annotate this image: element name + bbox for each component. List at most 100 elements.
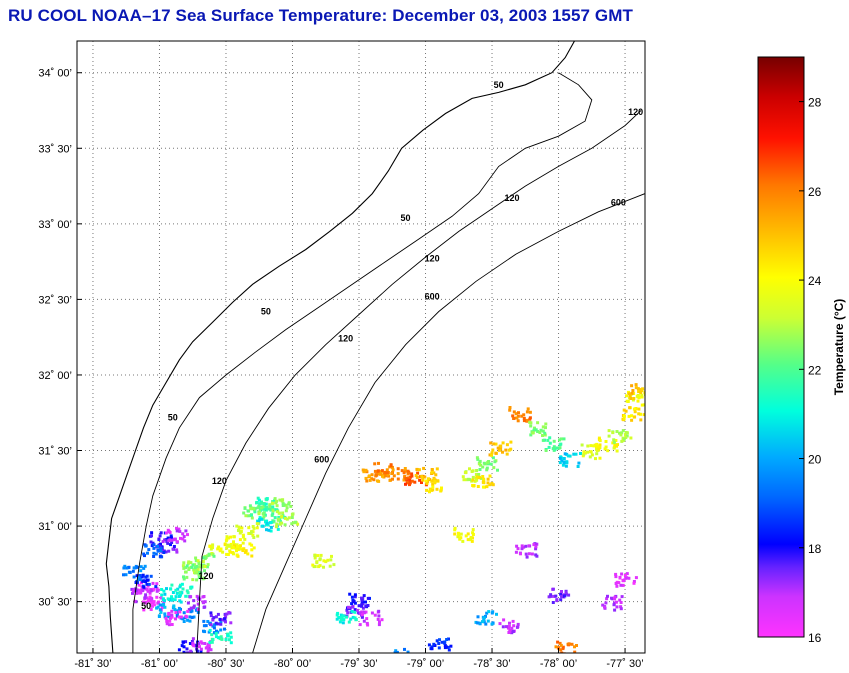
sst-pixel <box>216 636 220 640</box>
sst-pixel <box>122 566 126 570</box>
sst-pixel <box>155 589 159 593</box>
x-axis-ticks: -81˚ 30’ -81˚ 00’ -80˚ 30’ -80˚ 00’ -79˚ 30’… <box>74 648 644 670</box>
sst-pixel <box>622 437 626 441</box>
sst-pixel <box>212 616 216 620</box>
sst-pixel <box>466 477 470 481</box>
sst-sample <box>453 526 475 543</box>
sst-pixel <box>576 465 580 468</box>
sst-pixel <box>560 590 563 593</box>
sst-pixel <box>180 644 184 648</box>
sst-pixel <box>541 425 545 429</box>
sst-pixel <box>352 599 356 603</box>
sst-pixel <box>621 429 625 433</box>
coastline <box>105 41 575 653</box>
sst-pixel <box>632 397 636 400</box>
sst-pixel <box>213 623 216 627</box>
sst-pixel <box>220 637 224 641</box>
sst-pixel <box>294 520 297 524</box>
sst-pixel <box>404 482 407 486</box>
sst-pixel <box>642 413 645 417</box>
sst-pixel <box>311 563 315 567</box>
sst-pixel <box>170 583 174 587</box>
sst-pixel <box>345 615 348 619</box>
sst-pixel <box>468 467 471 471</box>
sst-sample <box>528 420 548 437</box>
sst-pixel <box>642 403 645 407</box>
sst-sample <box>186 594 207 612</box>
sst-pixel <box>515 416 519 420</box>
contour-label: 50 <box>168 412 178 422</box>
sst-pixel <box>595 448 599 451</box>
sst-pixel <box>559 437 563 441</box>
sst-pixel <box>319 553 323 557</box>
sst-pixel <box>263 507 267 511</box>
sst-pixel <box>275 522 279 526</box>
sst-pixel <box>437 646 441 650</box>
sst-pixel <box>270 513 274 517</box>
sst-pixel <box>582 450 586 454</box>
sst-pixel <box>280 514 284 518</box>
sst-pixel <box>430 470 434 474</box>
colorbar-ticks: 28 26 24 22 20 18 16 <box>799 96 822 645</box>
sst-pixel <box>558 641 562 645</box>
sst-pixel <box>491 610 495 614</box>
x-tick-label: -79˚ 00’ <box>407 658 444 670</box>
sst-pixel <box>237 529 240 532</box>
x-tick-label: -80˚ 30’ <box>207 658 244 670</box>
sst-pixel <box>373 613 377 617</box>
sst-pixel <box>471 475 475 479</box>
sst-pixel <box>158 534 162 538</box>
sst-pixel <box>139 591 143 595</box>
sst-pixel <box>519 552 522 556</box>
sst-pixel <box>197 596 201 600</box>
sst-pixel <box>207 644 211 648</box>
colorbar <box>757 56 805 638</box>
sst-pixel <box>149 599 153 602</box>
sst-pixel <box>358 611 362 615</box>
sst-pixel <box>244 549 248 553</box>
sst-pixel <box>489 462 493 466</box>
sst-pixel <box>613 608 617 612</box>
sst-sample <box>474 610 498 626</box>
sst-pixel <box>223 617 226 621</box>
sst-pixel <box>486 460 490 464</box>
sst-pixel <box>362 619 366 623</box>
sst-pixel <box>365 617 369 621</box>
sst-pixel <box>175 591 179 595</box>
sst-pixel <box>505 452 509 456</box>
sst-pixel <box>170 609 174 613</box>
sst-pixel <box>505 443 509 447</box>
sst-pixel <box>625 572 629 576</box>
sst-pixel <box>199 647 203 651</box>
sst-pixel <box>464 534 468 538</box>
sst-pixel <box>160 605 164 609</box>
sst-pixel <box>613 597 616 601</box>
sst-pixel <box>172 538 176 542</box>
sst-pixel <box>182 575 185 579</box>
sst-pixel <box>191 563 195 567</box>
sst-pixel <box>289 504 293 508</box>
sst-pixel <box>372 478 376 482</box>
sst-pixel <box>174 595 178 599</box>
sst-pixel <box>145 578 149 582</box>
sst-pixel <box>322 559 326 563</box>
sst-pixel <box>193 563 197 567</box>
sst-pixel <box>291 512 295 516</box>
sst-pixel <box>397 658 400 661</box>
sst-pixel <box>623 574 627 577</box>
sst-sample <box>209 611 233 627</box>
sst-pixel <box>167 549 171 553</box>
sst-pixel <box>586 444 590 448</box>
sst-pixel <box>224 638 228 641</box>
sst-pixel <box>598 456 602 460</box>
sst-pixel <box>615 444 618 448</box>
sst-pixel <box>195 649 199 653</box>
sst-pixel <box>528 410 532 414</box>
contour-label: 50 <box>401 213 411 223</box>
sst-pixel <box>560 594 563 598</box>
sst-pixel <box>530 552 534 556</box>
sst-pixel <box>380 618 384 622</box>
sst-pixel <box>624 409 628 413</box>
sst-pixel <box>490 453 493 457</box>
sst-pixel <box>589 450 593 454</box>
